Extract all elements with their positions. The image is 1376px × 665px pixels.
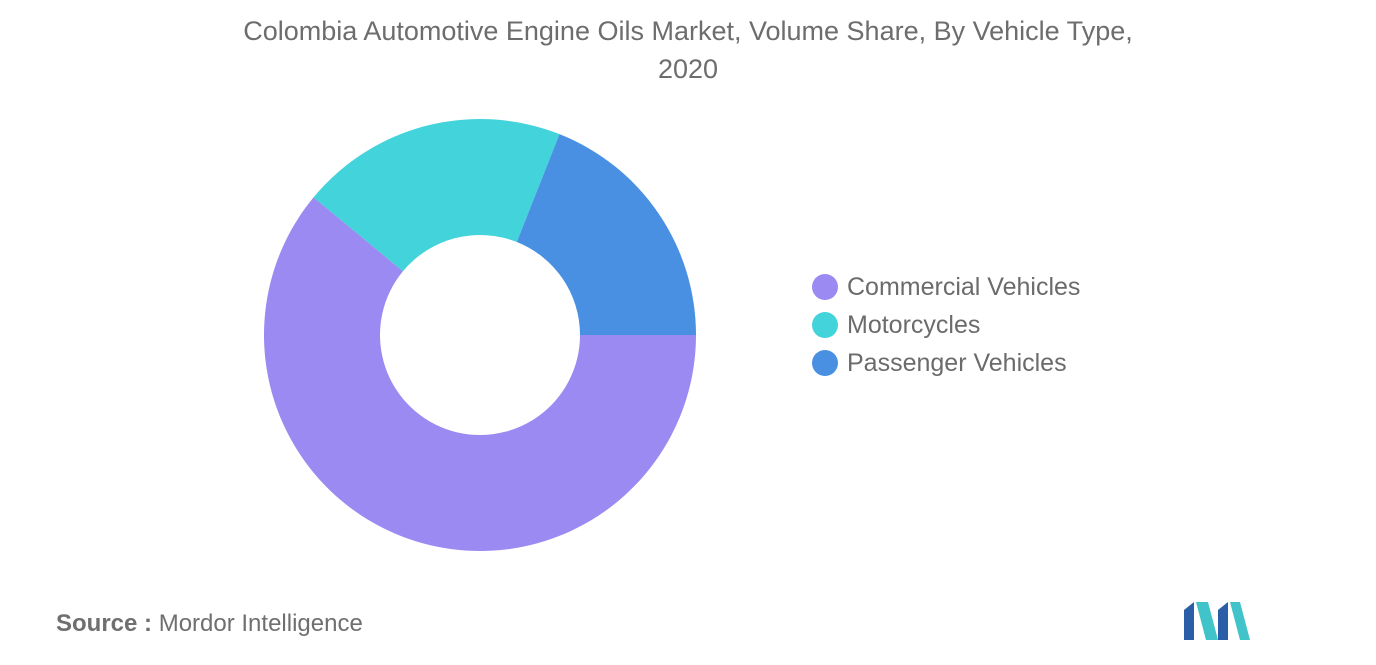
chart-title: Colombia Automotive Engine Oils Market, … — [0, 12, 1376, 88]
logo-shape-1 — [1184, 602, 1194, 640]
logo-shape-4 — [1230, 602, 1250, 640]
legend-item-motorcycles: Motorcycles — [812, 306, 1080, 344]
legend-item-commercial-vehicles: Commercial Vehicles — [812, 268, 1080, 306]
legend-label-passenger-vehicles: Passenger Vehicles — [847, 348, 1067, 377]
legend-item-passenger-vehicles: Passenger Vehicles — [812, 344, 1080, 382]
source-prefix: Source : — [56, 610, 153, 637]
legend-swatch-commercial-vehicles — [812, 274, 838, 300]
chart-title-line-1: Colombia Automotive Engine Oils Market, … — [243, 16, 1133, 46]
legend-swatch-motorcycles — [812, 312, 838, 338]
donut-slice-commercial-vehicles — [264, 197, 696, 552]
logo-shape-2 — [1196, 602, 1218, 640]
mordor-intelligence-logo-icon — [1184, 602, 1250, 640]
donut-slice-motorcycles — [313, 119, 560, 272]
donut-slice-passenger-vehicles — [516, 134, 696, 335]
legend-label-motorcycles: Motorcycles — [847, 310, 981, 339]
legend-swatch-passenger-vehicles — [812, 350, 838, 376]
chart-legend: Commercial Vehicles Motorcycles Passenge… — [812, 268, 1080, 382]
source-name: Mordor Intelligence — [158, 610, 363, 637]
chart-title-line-2: 2020 — [657, 54, 719, 84]
legend-label-commercial-vehicles: Commercial Vehicles — [847, 272, 1081, 301]
source-note: Source : Mordor Intelligence — [56, 610, 363, 638]
logo-shape-3 — [1218, 602, 1228, 640]
